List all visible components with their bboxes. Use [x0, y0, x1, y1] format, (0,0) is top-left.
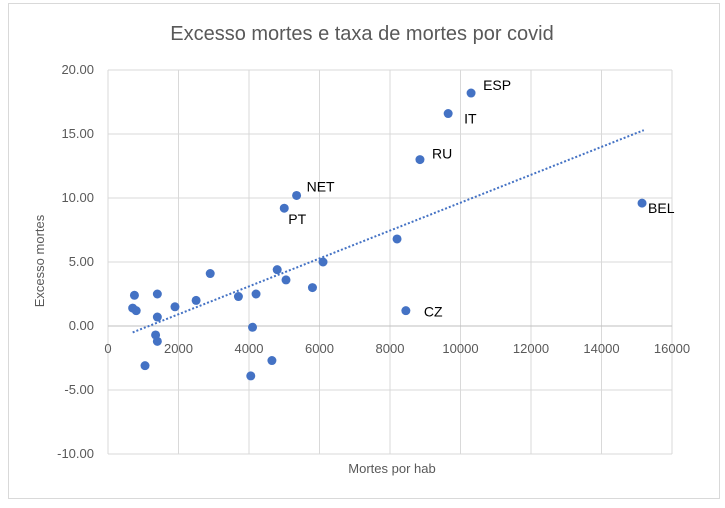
trendline[interactable] [132, 129, 645, 334]
data-point[interactable] [140, 361, 150, 371]
data-point[interactable] [246, 371, 256, 381]
x-tick-label: 0 [104, 341, 111, 356]
data-point[interactable] [152, 336, 162, 346]
x-tick-label: 4000 [235, 341, 264, 356]
x-tick-label: 8000 [376, 341, 405, 356]
data-point-label: NET [307, 178, 335, 194]
data-point[interactable] [401, 306, 411, 316]
x-axis-title: Mortes por hab [348, 461, 435, 476]
data-point-label: RU [432, 146, 452, 162]
data-point[interactable] [318, 257, 328, 267]
chart-title: Excesso mortes e taxa de mortes por covi… [170, 23, 554, 45]
data-point-label: ESP [483, 77, 511, 93]
data-point-labels: ESP IT RU NET PT BEL CZ [288, 77, 674, 320]
data-point[interactable] [292, 190, 302, 200]
x-tick-label: 12000 [513, 341, 549, 356]
data-point[interactable] [191, 295, 201, 305]
x-tick-label: 16000 [654, 341, 690, 356]
x-axis-tick-labels: 0 2000 4000 6000 8000 10000 12000 14000 16000 [104, 341, 690, 356]
data-point[interactable] [248, 322, 258, 332]
y-tick-label: 20.00 [61, 62, 94, 77]
data-point[interactable] [233, 292, 243, 302]
data-point[interactable] [392, 234, 402, 244]
y-tick-label: 15.00 [61, 126, 94, 141]
y-tick-label: -10.00 [57, 446, 94, 461]
data-point-label: CZ [424, 304, 443, 320]
y-axis-title: Excesso mortes [32, 214, 47, 307]
data-point[interactable] [281, 275, 291, 285]
data-point[interactable] [129, 290, 139, 300]
x-tick-label: 6000 [305, 341, 334, 356]
x-tick-label: 14000 [583, 341, 619, 356]
data-point[interactable] [205, 269, 215, 279]
y-tick-label: -5.00 [64, 382, 94, 397]
y-tick-label: 5.00 [69, 254, 94, 269]
x-tick-label: 2000 [164, 341, 193, 356]
data-point-label: PT [288, 211, 306, 227]
x-tick-label: 10000 [442, 341, 478, 356]
data-point-label: BEL [648, 200, 675, 216]
data-points [128, 88, 647, 381]
y-tick-label: 10.00 [61, 190, 94, 205]
data-point[interactable] [131, 306, 141, 316]
data-point[interactable] [466, 88, 476, 98]
data-point[interactable] [415, 155, 425, 165]
data-point[interactable] [272, 265, 282, 275]
y-axis-tick-labels: -10.00 -5.00 0.00 5.00 10.00 15.00 20.00 [57, 62, 94, 461]
data-point[interactable] [251, 289, 261, 299]
data-point[interactable] [170, 302, 180, 312]
data-point[interactable] [637, 198, 647, 208]
data-point[interactable] [307, 283, 317, 293]
y-tick-label: 0.00 [69, 318, 94, 333]
data-point[interactable] [279, 203, 289, 213]
data-point-label: IT [464, 111, 477, 127]
data-point[interactable] [152, 289, 162, 299]
data-point[interactable] [267, 356, 277, 366]
data-point[interactable] [152, 312, 162, 322]
data-point[interactable] [443, 109, 453, 119]
gridlines [107, 69, 673, 455]
